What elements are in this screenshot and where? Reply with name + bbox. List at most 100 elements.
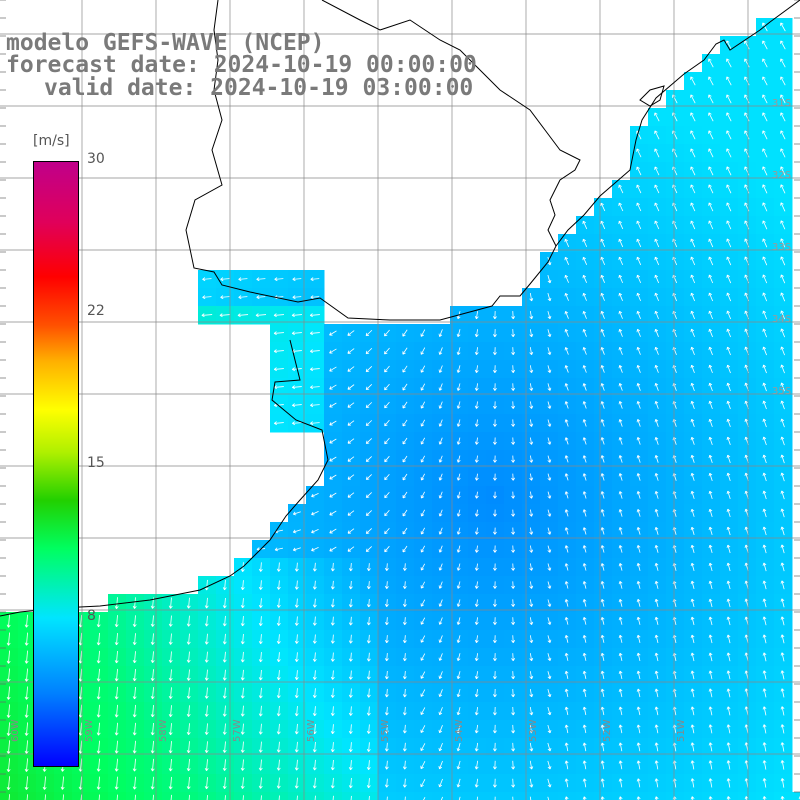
wind-arrow [708,742,713,752]
wind-arrow [582,634,587,643]
wind-arrow [492,311,497,320]
wind-arrow [690,526,695,535]
wind-arrow [762,580,767,590]
wind-arrow [780,328,786,338]
wind-arrow [618,581,623,589]
wind-arrow [402,401,408,409]
wind-arrow [600,365,605,373]
wind-arrow [258,777,263,789]
wind-arrow [690,328,695,338]
wind-arrow [456,742,461,752]
wind-arrow [276,777,281,789]
wind-arrow [420,383,426,391]
wind-arrow [204,615,209,627]
wind-arrow [493,473,497,481]
wind-arrow [384,706,389,716]
wind-arrow [780,454,785,464]
wind-arrow [493,437,497,445]
wind-arrow [474,311,479,320]
wind-arrow [260,795,262,800]
wind-arrow [780,364,785,374]
wind-arrow [273,331,284,336]
wind-arrow [438,599,443,607]
wind-arrow [168,633,173,645]
wind-arrow [474,419,479,427]
wind-direction-arrows [6,22,800,800]
wind-arrow [365,329,373,337]
wind-arrow [168,615,173,627]
wind-arrow [329,456,337,462]
wind-arrow [291,331,302,336]
wind-arrow [708,670,713,680]
wind-arrow [474,653,479,662]
wind-arrow [529,778,534,788]
wind-arrow [511,635,516,644]
wind-arrow [132,740,137,754]
wind-arrow [474,401,479,409]
wind-arrow [456,778,461,788]
wind-arrow [726,130,732,140]
wind-arrow [474,742,479,752]
wind-arrow [708,472,713,481]
wind-arrow [384,760,389,770]
wind-arrow [456,491,461,499]
wind-arrow [132,669,137,682]
wind-arrow [511,671,516,680]
wind-arrow [690,364,695,374]
wind-arrow [348,742,353,753]
wind-arrow [420,563,426,571]
wind-arrow [654,742,659,752]
wind-arrow [636,328,641,337]
wind-arrow [762,112,768,122]
colorbar-tick-22: 22 [87,303,105,319]
wind-arrow [564,292,569,301]
wind-arrow [600,328,605,337]
wind-arrow [511,401,516,409]
wind-arrow [348,777,353,789]
wind-arrow [726,94,732,104]
wind-arrow [564,634,569,643]
wind-arrow [238,277,248,282]
wind-arrow [474,706,479,716]
wind-arrow [493,491,497,499]
wind-arrow [456,365,461,373]
wind-arrow [762,634,767,644]
wind-arrow [708,166,714,176]
wind-arrow [329,528,337,534]
wind-arrow [654,256,660,266]
wind-arrow [402,491,408,499]
wind-arrow [384,653,389,662]
wind-arrow [474,689,479,698]
wind-arrow [618,491,623,499]
uruguay-border [321,0,581,247]
wind-arrow [726,58,732,68]
wind-arrow [636,634,641,643]
wind-arrow [492,742,497,752]
wind-arrow [636,724,641,734]
wind-arrow [654,346,659,355]
wind-arrow [762,742,767,752]
wind-arrow [6,740,11,754]
wind-arrow [420,635,426,643]
wind-arrow [582,581,587,589]
wind-arrow [24,650,29,664]
wind-arrow [529,473,534,481]
wind-arrow [636,382,641,391]
wind-arrow [329,438,337,444]
wind-arrow [547,347,552,355]
wind-arrow [582,455,587,463]
wind-arrow [618,527,623,535]
wind-arrow [511,311,516,320]
wind-arrow [636,166,642,176]
wind-arrow [762,418,767,428]
wind-arrow [690,508,695,517]
wind-arrow [150,651,155,663]
wind-arrow [690,544,695,553]
wind-arrow [456,401,461,409]
wind-arrow [168,723,173,736]
wind-arrow [618,437,623,445]
wind-arrow [600,220,606,230]
lon-label: 59W [84,719,95,742]
wind-arrow [726,148,732,158]
wind-arrow [42,776,47,790]
